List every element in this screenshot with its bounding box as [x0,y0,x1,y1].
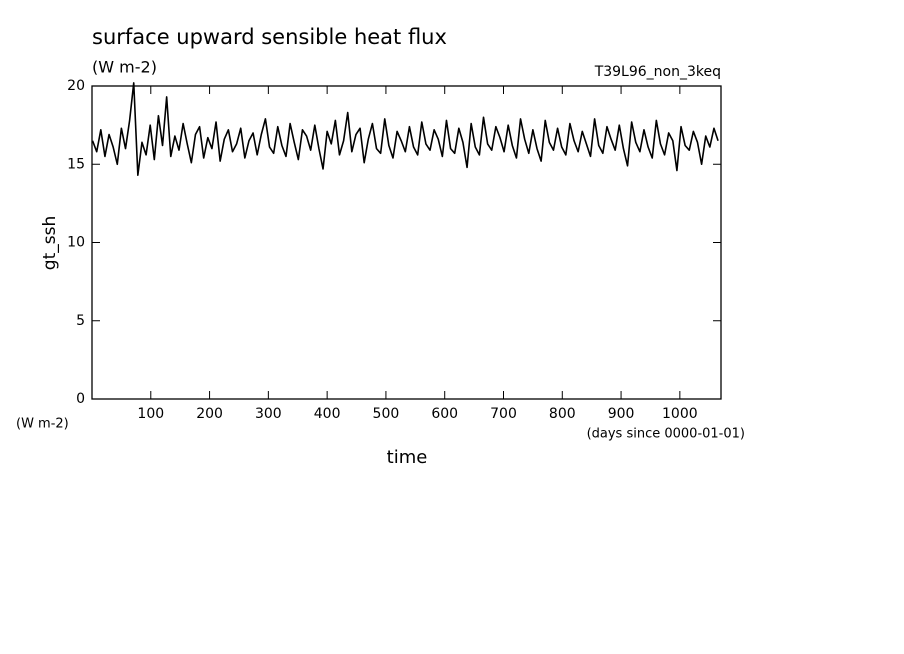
x-tick-label: 500 [373,406,400,422]
x-tick-label: 200 [196,406,223,422]
x-tick-label: 100 [137,406,164,422]
y-tick-label: 5 [76,313,85,329]
y-units: (W m-2) [16,417,69,432]
x-axis-label: time [387,447,428,468]
y-tick-label: 15 [67,156,85,172]
x-tick-label: 400 [314,406,341,422]
chart-subtitle: (W m-2) [92,58,157,77]
chart-title: surface upward sensible heat flux [92,25,447,49]
x-tick-label: 800 [549,406,576,422]
x-units: (days since 0000-01-01) [587,427,745,442]
x-tick-label: 1000 [662,406,698,422]
y-tick-label: 20 [67,78,85,94]
y-tick-label: 10 [67,235,85,251]
x-tick-label: 900 [608,406,635,422]
x-tick-label: 700 [490,406,517,422]
x-tick-label: 600 [431,406,458,422]
x-tick-label: 300 [255,406,282,422]
y-axis-label: gt_ssh [40,216,60,270]
y-tick-label: 0 [76,391,85,407]
annotation: T39L96_non_3keq [594,64,721,80]
data-line [91,82,719,176]
plot-frame [91,85,722,400]
